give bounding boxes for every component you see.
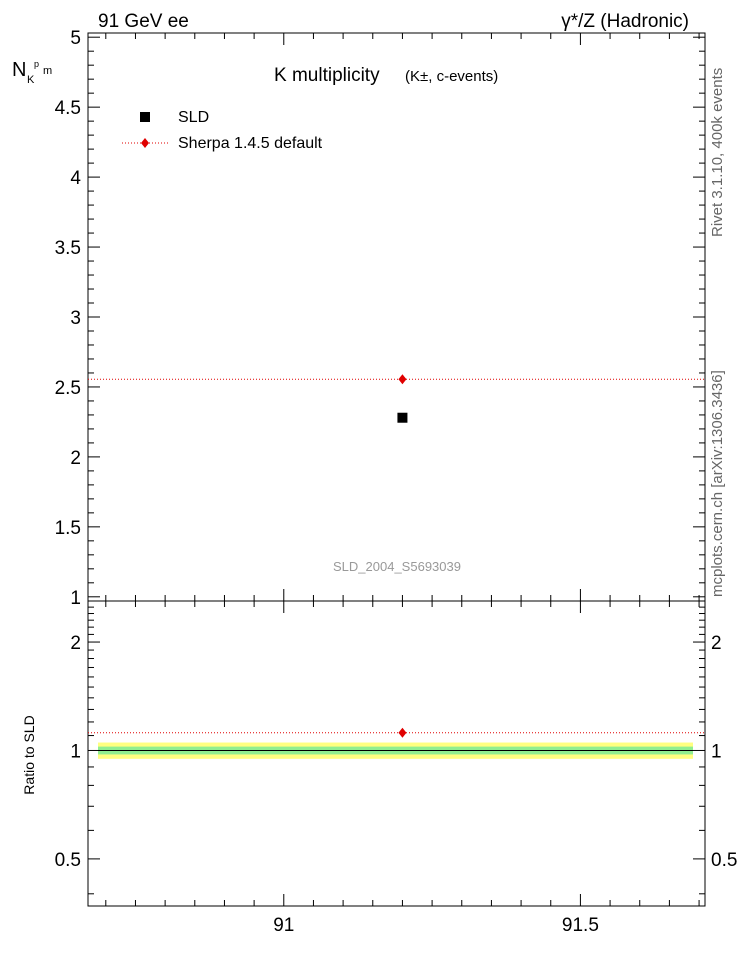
ratio-ytick-label-right: 0.5 (711, 850, 737, 871)
mcplots-label: mcplots.cern.ch [arXiv:1306.3436] (709, 370, 726, 597)
main-ytick-label: 4 (70, 168, 81, 189)
main-ytick-label: 2 (70, 448, 81, 469)
ratio-ytick-label-left: 1 (70, 741, 81, 762)
ratio-axes: 0.5 0.5 1 1 2 2 91 91.5 (55, 606, 737, 936)
main-y-axis-label: N K p m (12, 59, 52, 86)
series-1-point (398, 374, 407, 385)
main-ytick-label: 3.5 (55, 238, 81, 259)
legend: SLD Sherpa 1.4.5 default (122, 109, 323, 152)
ylabel-sub: K (27, 74, 35, 86)
xtick-label: 91.5 (562, 915, 599, 936)
ylabel-tail: m (43, 65, 52, 77)
main-ytick-label: 2.5 (55, 378, 81, 399)
main-marks (88, 374, 705, 423)
legend-sherpa-label: Sherpa 1.4.5 default (178, 135, 323, 152)
chart-subtitle: (K±, c-events) (405, 68, 498, 85)
ratio-ytick-label-right: 1 (711, 741, 722, 762)
chart-title: K multiplicity (274, 65, 380, 86)
header-left: 91 GeV ee (98, 11, 189, 32)
ratio-y-axis-label: Ratio to SLD (21, 715, 37, 794)
main-ytick-label: 1 (70, 588, 81, 609)
header-right: γ*/Z (Hadronic) (561, 11, 689, 32)
ratio-marks (88, 727, 705, 738)
ylabel-sup: p (34, 59, 39, 69)
legend-sld-label: SLD (178, 109, 209, 126)
xtick-label: 91 (273, 915, 294, 936)
main-axes: 1 1.5 2 2.5 3 3.5 4 4.5 5 (55, 28, 705, 906)
legend-sld-marker (140, 112, 150, 122)
main-ytick-label: 1.5 (55, 518, 81, 539)
main-ytick-label: 3 (70, 308, 81, 329)
main-ytick-label: 5 (70, 28, 81, 49)
series-0-point (397, 412, 408, 423)
ratio-ytick-label-left: 0.5 (55, 850, 81, 871)
ratio-series-0-point (398, 727, 407, 738)
ratio-ytick-label-left: 2 (70, 633, 81, 654)
ratio-ytick-label-right: 2 (711, 633, 722, 654)
ratio-bands (98, 742, 693, 759)
ratio-panel-frame (87, 600, 706, 907)
ylabel-main: N (12, 59, 26, 81)
main-ytick-label: 4.5 (55, 98, 81, 119)
rivet-label: Rivet 3.1.10, 400k events (709, 68, 726, 237)
legend-sherpa-marker (141, 138, 149, 148)
analysis-watermark: SLD_2004_S5693039 (333, 559, 461, 574)
